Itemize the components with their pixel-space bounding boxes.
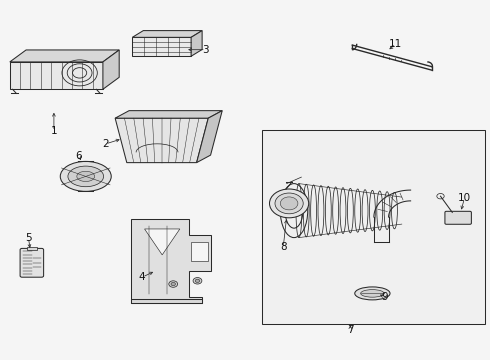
Ellipse shape [68, 166, 103, 187]
Bar [262, 130, 485, 324]
Polygon shape [145, 229, 180, 255]
Ellipse shape [361, 289, 384, 297]
Polygon shape [10, 62, 103, 89]
Text: 10: 10 [458, 193, 471, 203]
Ellipse shape [355, 287, 390, 300]
Polygon shape [10, 50, 119, 62]
Circle shape [280, 197, 298, 210]
Text: 3: 3 [202, 45, 209, 55]
Polygon shape [115, 111, 222, 118]
Polygon shape [196, 111, 222, 163]
Text: 7: 7 [347, 325, 354, 336]
Text: 8: 8 [280, 242, 287, 252]
Circle shape [171, 282, 175, 286]
Polygon shape [191, 242, 209, 261]
Text: 4: 4 [139, 272, 146, 282]
Polygon shape [191, 31, 202, 56]
Circle shape [195, 279, 200, 282]
Ellipse shape [77, 171, 95, 181]
Polygon shape [115, 118, 208, 163]
Text: 5: 5 [25, 233, 32, 243]
Text: 1: 1 [50, 126, 57, 136]
Text: 11: 11 [389, 39, 403, 49]
Circle shape [270, 189, 309, 218]
Text: 2: 2 [102, 139, 109, 149]
Polygon shape [132, 31, 202, 37]
Bar [131, 298, 202, 303]
Polygon shape [103, 50, 119, 89]
Text: 6: 6 [75, 150, 82, 161]
Polygon shape [132, 37, 191, 56]
Bar [27, 247, 37, 250]
Text: 9: 9 [381, 292, 388, 302]
Circle shape [275, 193, 303, 214]
Polygon shape [131, 219, 211, 303]
Ellipse shape [60, 161, 111, 192]
Circle shape [193, 278, 202, 284]
FancyBboxPatch shape [20, 248, 44, 277]
FancyBboxPatch shape [445, 211, 471, 224]
Circle shape [169, 281, 177, 287]
